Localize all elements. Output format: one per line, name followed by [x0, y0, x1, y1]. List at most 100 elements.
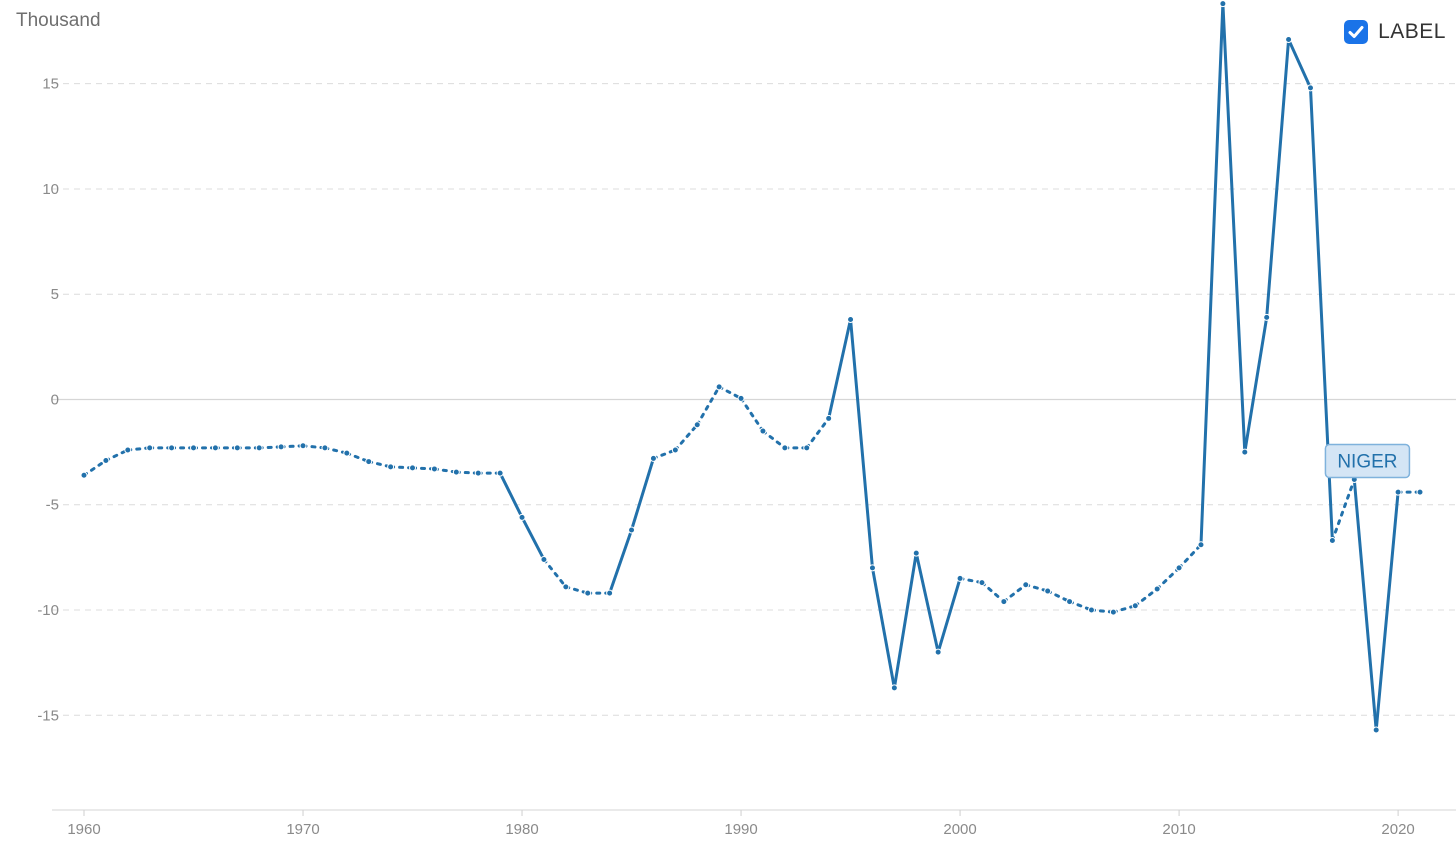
series-line-segment — [1002, 583, 1028, 604]
series-line-segment — [1199, 2, 1225, 547]
series-line-segment — [82, 459, 108, 477]
series-line-segment — [389, 465, 415, 470]
data-point — [1066, 598, 1074, 606]
y-tick-label: 10 — [42, 181, 59, 198]
data-point — [299, 442, 307, 450]
data-point — [781, 444, 789, 452]
series-line-segment — [761, 429, 787, 450]
data-point — [1306, 84, 1314, 92]
series-line-segment — [323, 446, 349, 455]
series-line-segment — [257, 445, 283, 450]
series-line-segment — [608, 528, 634, 595]
series-line-segment — [914, 551, 940, 654]
data-point — [890, 684, 898, 692]
series-tag: NIGER — [1324, 443, 1411, 479]
data-point — [233, 444, 241, 452]
x-tick-label: 2010 — [1162, 821, 1195, 838]
series-line-segment — [958, 576, 984, 585]
series-line-segment — [1068, 600, 1093, 612]
series-line-segment — [892, 551, 918, 690]
data-point — [934, 648, 942, 656]
legend-toggle[interactable]: LABEL — [1344, 20, 1446, 44]
series-line-segment — [498, 471, 524, 519]
series-line-segment — [739, 396, 765, 433]
data-point — [803, 444, 811, 452]
y-tick-label: 0 — [51, 391, 59, 408]
data-point — [80, 471, 88, 479]
data-point — [825, 414, 833, 422]
data-point — [715, 383, 723, 391]
data-point — [168, 444, 176, 452]
data-point — [1416, 488, 1424, 496]
series-tag-label: NIGER — [1337, 452, 1397, 473]
series-line-segment — [411, 466, 436, 471]
series-line-segment — [849, 317, 874, 570]
data-point — [146, 444, 154, 452]
series-line-segment — [980, 581, 1006, 604]
x-tick-label: 2020 — [1381, 821, 1414, 838]
data-point — [1022, 581, 1030, 589]
series-line-segment — [454, 470, 480, 475]
legend-label: LABEL — [1378, 20, 1446, 43]
data-point — [693, 421, 701, 429]
data-point — [1394, 488, 1402, 496]
data-point — [474, 469, 482, 477]
data-point — [978, 579, 986, 587]
series-line-segment — [1330, 477, 1356, 543]
series-line-segment — [104, 448, 130, 463]
data-point — [1109, 608, 1117, 616]
data-point — [1175, 564, 1183, 572]
x-tick-label: 1970 — [286, 821, 319, 838]
y-tick-label: 15 — [42, 76, 59, 93]
y-tick-label: -5 — [46, 497, 59, 514]
data-point — [1263, 313, 1271, 321]
data-point — [1241, 448, 1249, 456]
data-point — [518, 513, 526, 521]
series-line-segment — [630, 456, 655, 532]
series-line-segment — [542, 557, 568, 589]
data-point — [1044, 587, 1052, 595]
data-point — [387, 463, 395, 471]
data-point — [912, 549, 920, 557]
series-line-segment — [1089, 608, 1115, 614]
x-tick-label: 1960 — [67, 821, 100, 838]
y-axis-unit-label: Thousand — [16, 10, 101, 31]
series-line-segment — [520, 515, 546, 561]
series-line-segment — [564, 585, 590, 595]
data-point — [737, 394, 745, 402]
x-tick-label: 2000 — [943, 821, 976, 838]
series-line-segment — [432, 467, 458, 474]
y-tick-label: 5 — [51, 286, 59, 303]
series-line-segment — [367, 460, 393, 469]
series-line-segment — [1287, 37, 1312, 90]
data-point — [1131, 602, 1139, 610]
data-point — [562, 583, 570, 591]
series-line-segment — [805, 416, 831, 450]
y-tick-label: -10 — [37, 602, 59, 619]
series-line-segment — [651, 448, 677, 460]
data-point — [343, 449, 351, 457]
data-point — [102, 457, 110, 465]
series-line-segment — [827, 317, 853, 420]
x-tick-label: 1980 — [505, 821, 538, 838]
series-tag-box — [1324, 443, 1411, 479]
series-line-segment — [1221, 2, 1247, 454]
series-line-segment — [301, 444, 327, 450]
series-line-segment — [345, 451, 371, 464]
data-point — [1328, 537, 1336, 545]
data-point — [584, 589, 592, 597]
data-point — [759, 427, 767, 435]
series-line-segment — [936, 576, 962, 654]
series-line-segment — [1024, 583, 1050, 593]
data-point — [1285, 35, 1293, 43]
series-line-segment — [695, 385, 721, 427]
series-line-segment — [870, 566, 896, 690]
series-line-segment — [673, 423, 699, 452]
series-line-segment — [1243, 315, 1269, 454]
checkbox-checked-icon[interactable] — [1344, 20, 1369, 44]
data-point — [1219, 0, 1227, 8]
data-point — [606, 589, 614, 597]
data-point — [496, 469, 504, 477]
data-point — [1087, 606, 1095, 614]
